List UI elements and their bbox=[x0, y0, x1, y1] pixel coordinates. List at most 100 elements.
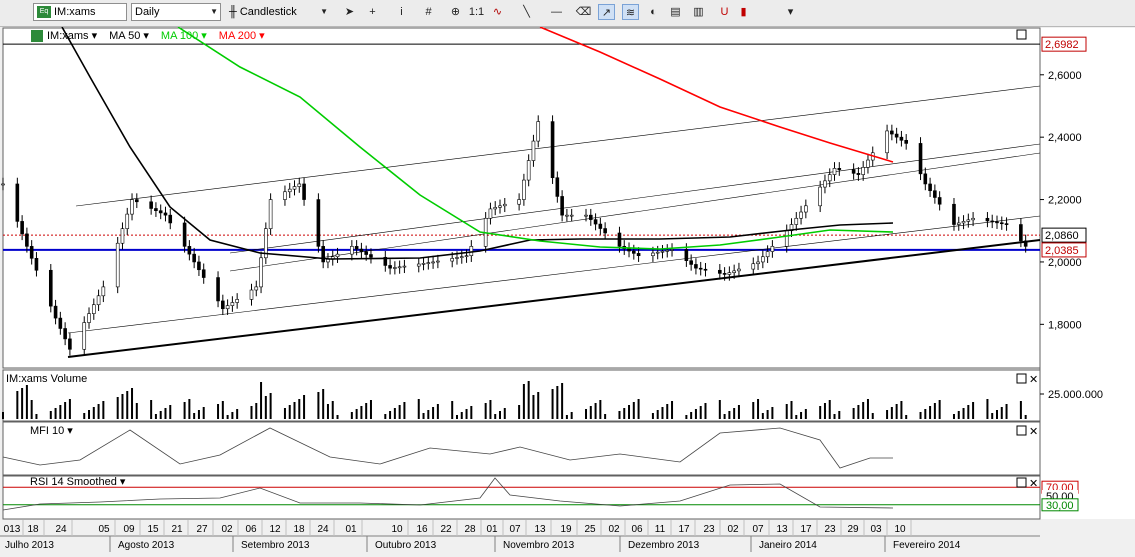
candle-body bbox=[402, 265, 407, 268]
price-axis-label: 2,4000 bbox=[1048, 132, 1082, 144]
volume-bar bbox=[1024, 415, 1027, 419]
volume-bar bbox=[685, 415, 688, 419]
volume-bar bbox=[417, 399, 420, 419]
legend-item[interactable]: IM:xams ▾ bbox=[47, 30, 98, 42]
price-axis-label: 2,6000 bbox=[1048, 70, 1082, 82]
volume-bar bbox=[422, 413, 425, 419]
candle-body bbox=[455, 257, 459, 259]
candlestick-icon: ╫ bbox=[229, 6, 240, 18]
candle-body bbox=[350, 246, 354, 255]
candle-body bbox=[488, 208, 493, 219]
hline-icon[interactable]: — bbox=[551, 6, 562, 18]
candle-body bbox=[670, 249, 674, 251]
legend-item[interactable]: MA 50 ▾ bbox=[109, 30, 149, 42]
one-to-one-icon[interactable]: 1:1 bbox=[468, 6, 485, 18]
candle-body bbox=[588, 214, 593, 220]
candle-body bbox=[565, 214, 569, 217]
volume-bar bbox=[83, 413, 86, 419]
volume-bar bbox=[159, 411, 162, 419]
fib-icon[interactable]: ≋ bbox=[622, 4, 639, 20]
volume-bar bbox=[532, 395, 535, 419]
more-icon[interactable]: ▾ bbox=[787, 6, 794, 18]
candle-body bbox=[316, 199, 321, 247]
x-day-label: 21 bbox=[171, 524, 183, 535]
candle-body bbox=[598, 223, 603, 229]
volume-bar bbox=[427, 410, 430, 419]
price-axis-label: 2,2000 bbox=[1048, 195, 1082, 207]
eraser-icon[interactable]: ⌫ bbox=[575, 6, 592, 18]
candle-body bbox=[689, 260, 693, 265]
candle-body bbox=[421, 263, 426, 265]
x-day-label: 22 bbox=[440, 524, 452, 535]
candle-body bbox=[235, 299, 239, 303]
interval-value: Daily bbox=[135, 6, 160, 18]
crosshair-icon[interactable]: + bbox=[369, 6, 376, 18]
volume-bar bbox=[570, 412, 573, 419]
template-icon[interactable]: ▥ bbox=[693, 6, 704, 18]
cycle-icon[interactable]: ◐ bbox=[650, 6, 657, 18]
candle-body bbox=[526, 160, 531, 181]
candle-body bbox=[426, 262, 431, 264]
info-icon[interactable]: i bbox=[400, 6, 403, 18]
volume-bar bbox=[666, 404, 669, 419]
volume-bar bbox=[97, 404, 100, 419]
volume-bar bbox=[694, 409, 697, 419]
legend-item[interactable]: MA 100 ▾ bbox=[161, 30, 207, 42]
candle-body bbox=[53, 305, 58, 319]
legend-item[interactable]: MA 200 ▾ bbox=[219, 30, 265, 42]
volume-bar bbox=[823, 403, 826, 419]
x-day-label: 10 bbox=[894, 524, 906, 535]
candle-body bbox=[1019, 224, 1023, 242]
volume-bar bbox=[929, 406, 932, 419]
bars-icon[interactable]: ▮ bbox=[740, 6, 747, 18]
line-icon[interactable]: ╲ bbox=[523, 6, 530, 18]
zoom-icon[interactable]: ⊕ bbox=[450, 6, 461, 18]
candle-body bbox=[254, 286, 259, 291]
volume-bar bbox=[967, 405, 970, 419]
chevron-down-icon: ▼ bbox=[320, 7, 328, 16]
candle-body bbox=[197, 261, 201, 271]
volume-bar bbox=[322, 389, 325, 419]
candle-body bbox=[96, 295, 101, 306]
candle-body bbox=[694, 264, 698, 269]
wave-icon[interactable]: ∿ bbox=[492, 6, 503, 18]
volume-bar bbox=[589, 406, 592, 419]
candle-body bbox=[655, 251, 660, 254]
volume-bar bbox=[154, 414, 157, 419]
chart-area[interactable]: 2,6000 2,4000 2,2000 2,0000 1,8000 2,6982 2,08… bbox=[0, 27, 1135, 557]
x-month-label: Janeiro 2014 bbox=[759, 540, 817, 551]
candle-body bbox=[230, 302, 235, 306]
x-day-label: 18 bbox=[27, 524, 39, 535]
volume-bar bbox=[565, 415, 568, 419]
cursor-icon[interactable]: ➤ bbox=[344, 6, 355, 18]
volume-bar bbox=[298, 399, 301, 419]
grid-icon[interactable]: # bbox=[425, 6, 432, 18]
volume-bar bbox=[556, 386, 559, 419]
volume-bar bbox=[68, 399, 71, 419]
symbol-field[interactable]: Eq IM:xams bbox=[33, 3, 127, 21]
price-tag-box bbox=[1041, 36, 1087, 52]
x-day-label: 07 bbox=[752, 524, 764, 535]
candle-body bbox=[804, 205, 808, 213]
interval-select[interactable]: Daily ▼ bbox=[131, 3, 221, 21]
volume-bar bbox=[470, 406, 473, 419]
candle-body bbox=[87, 313, 91, 323]
candle-body bbox=[933, 190, 937, 198]
volume-bar bbox=[800, 412, 803, 419]
candle-body bbox=[359, 248, 364, 253]
candle-body bbox=[636, 253, 641, 257]
candle-body bbox=[737, 268, 741, 272]
magnet-icon[interactable]: U bbox=[720, 6, 729, 18]
x-day-label: 13 bbox=[776, 524, 788, 535]
pattern-icon[interactable]: ▤ bbox=[670, 6, 681, 18]
candle-body bbox=[364, 251, 368, 255]
trend-icon[interactable]: ↗ bbox=[598, 4, 615, 20]
trend-line bbox=[75, 85, 1041, 207]
volume-bar bbox=[518, 405, 521, 419]
chart-type-select[interactable]: ╫ Candlestick ▼ bbox=[225, 3, 331, 21]
candle-body bbox=[593, 219, 598, 225]
candle-body bbox=[550, 121, 555, 179]
volume-bar bbox=[231, 412, 234, 419]
volume-bar bbox=[255, 403, 258, 419]
candle-body bbox=[502, 203, 507, 207]
